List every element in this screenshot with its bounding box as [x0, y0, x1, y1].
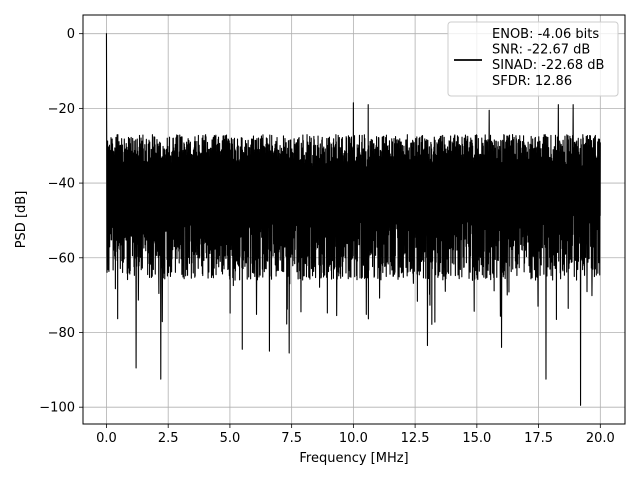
y-tick-label: −100 [39, 401, 75, 416]
x-tick-label: 12.5 [401, 431, 430, 446]
legend-box [447, 21, 619, 97]
y-axis-ticks: 0 −20 −40 −60 −80 −100 [39, 27, 83, 416]
y-tick-label: −20 [48, 102, 75, 117]
y-tick-label: 0 [67, 27, 75, 42]
x-tick-label: 20.0 [586, 431, 615, 446]
psd-trace [105, 33, 601, 406]
legend: ENOB: -4.06 bits SNR: -22.67 dB SINAD: -… [447, 21, 619, 97]
y-tick-label: −60 [48, 251, 75, 266]
psd-series [105, 33, 601, 406]
x-tick-label: 10.0 [339, 431, 368, 446]
x-tick-label: 2.5 [158, 431, 179, 446]
legend-enob: ENOB: -4.06 bits [492, 27, 599, 42]
x-tick-label: 17.5 [524, 431, 553, 446]
x-tick-label: 15.0 [462, 431, 491, 446]
x-tick-label: 5.0 [220, 431, 241, 446]
x-axis-ticks: 0.0 2.5 5.0 7.5 10.0 12.5 15.0 17.5 20.0 [96, 424, 615, 446]
plot-frame [82, 14, 626, 425]
y-axis-label: PSD [dB] [14, 191, 29, 249]
x-tick-label: 7.5 [281, 431, 302, 446]
y-tick-label: −40 [48, 177, 75, 192]
legend-snr: SNR: -22.67 dB [492, 43, 590, 58]
x-tick-label: 0.0 [96, 431, 117, 446]
legend-sinad: SINAD: -22.68 dB [492, 58, 604, 73]
y-tick-label: −80 [48, 326, 75, 341]
legend-sfdr: SFDR: 12.86 [492, 74, 572, 89]
x-axis-label: Frequency [MHz] [299, 451, 408, 466]
